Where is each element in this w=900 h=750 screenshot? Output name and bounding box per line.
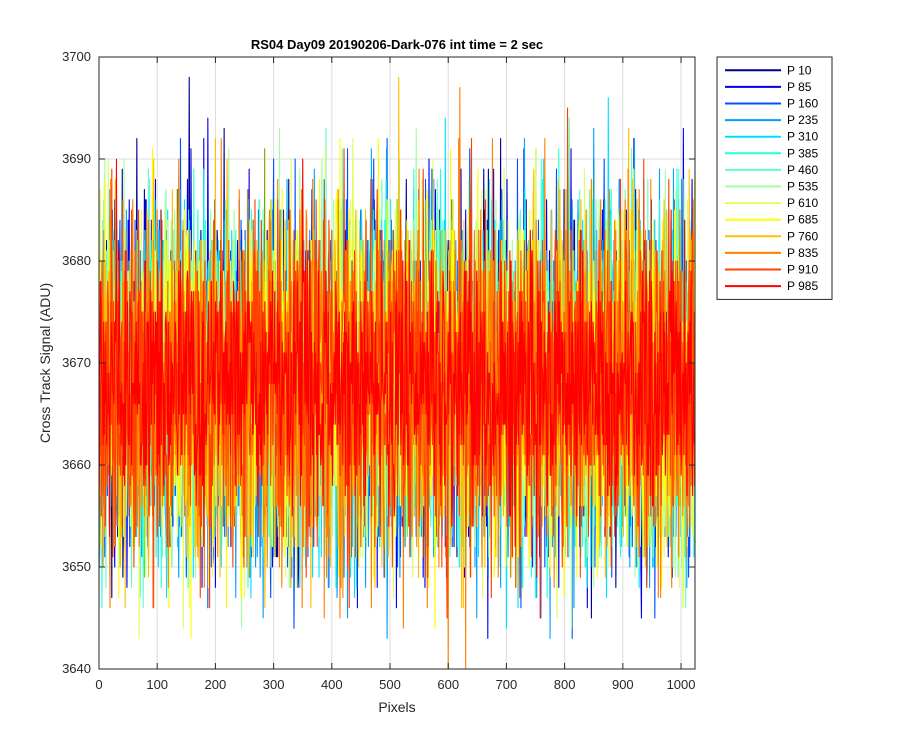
legend-label: P 985 [787, 279, 818, 293]
x-tick-label: 400 [321, 677, 343, 692]
chart-title: RS04 Day09 20190206-Dark-076 int time = … [251, 37, 543, 52]
legend-label: P 610 [787, 196, 818, 210]
series-line-p985 [99, 158, 695, 578]
legend-label: P 685 [787, 213, 818, 227]
axis-ticks: 0 100 200 300 400 500 600 700 800 900 1000 3640 3650… [62, 49, 695, 692]
x-tick-label: 300 [263, 677, 285, 692]
legend-label: P 235 [787, 113, 818, 127]
legend-label: P 385 [787, 146, 818, 160]
x-tick-label: 900 [612, 677, 634, 692]
x-tick-label: 800 [554, 677, 576, 692]
y-axis-title: Cross Track Signal (ADU) [37, 283, 53, 443]
legend-label: P 310 [787, 130, 818, 144]
legend-label: P 760 [787, 229, 818, 243]
x-tick-label: 1000 [667, 677, 696, 692]
x-tick-label: 0 [95, 677, 102, 692]
legend-label: P 910 [787, 263, 818, 277]
y-tick-label: 3700 [62, 49, 91, 64]
x-tick-label: 100 [146, 677, 168, 692]
x-tick-label: 200 [205, 677, 227, 692]
y-tick-label: 3690 [62, 151, 91, 166]
legend-box [716, 56, 833, 300]
series-layer [99, 76, 695, 669]
legend-label: P 460 [787, 163, 818, 177]
legend-label: P 535 [787, 180, 818, 194]
y-tick-label: 3650 [62, 559, 91, 574]
x-axis-title: Pixels [378, 699, 415, 715]
legend-label: P 85 [787, 80, 812, 94]
y-tick-label: 3640 [62, 661, 91, 676]
legend-label: P 835 [787, 246, 818, 260]
legend-label: P 10 [787, 63, 812, 77]
x-tick-label: 500 [379, 677, 401, 692]
y-tick-label: 3670 [62, 355, 91, 370]
x-tick-label: 600 [437, 677, 459, 692]
y-tick-label: 3660 [62, 457, 91, 472]
legend-label: P 160 [787, 97, 818, 111]
x-tick-label: 700 [496, 677, 518, 692]
y-tick-label: 3680 [62, 253, 91, 268]
legend: P 10 P 85 P 160 P 235 P 310 P 385 P 460 P 535 P … [716, 56, 833, 300]
